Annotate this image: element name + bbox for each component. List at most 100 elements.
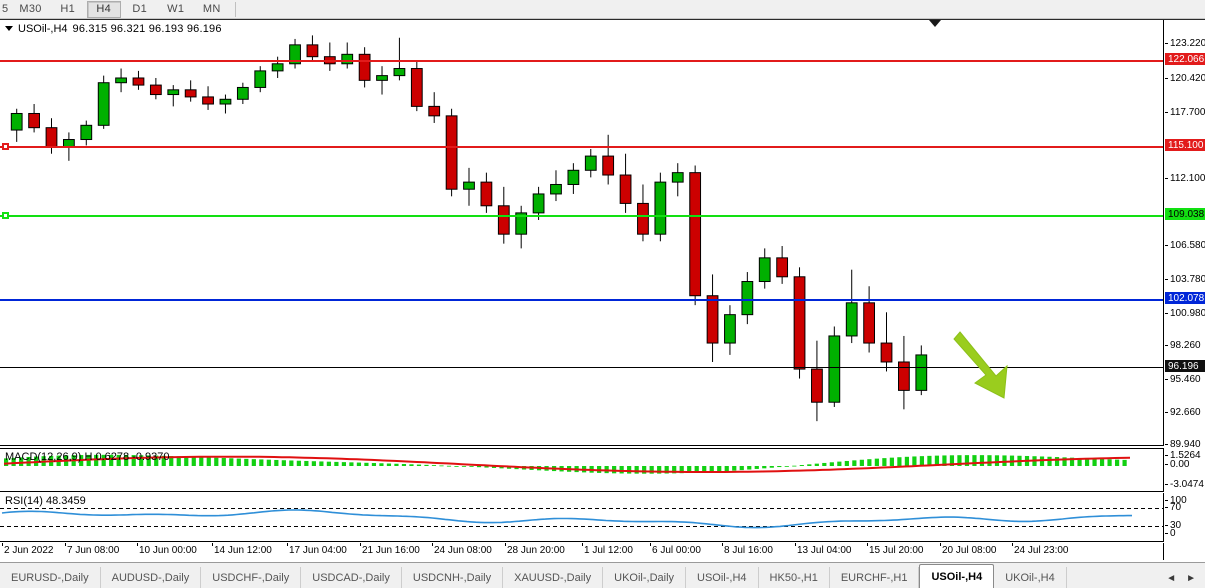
current-price-line[interactable] — [0, 367, 1163, 368]
resistance-115-badge[interactable]: 115.100 — [1165, 139, 1205, 151]
bearish-arrow[interactable] — [952, 326, 1022, 406]
time-tick-label: 17 Jun 04:00 — [289, 545, 347, 556]
chart-position-marker-icon[interactable] — [929, 20, 941, 27]
rsi-label: RSI(14) 48.3459 — [5, 495, 86, 507]
chart-tab[interactable]: USDCNH-,Daily — [402, 567, 504, 588]
time-tick-label: 24 Jul 23:00 — [1014, 545, 1069, 556]
timeframe-button-m30[interactable]: M30 — [19, 3, 42, 15]
low-line-89[interactable] — [0, 445, 1163, 446]
support-109-badge[interactable]: 109.038 — [1165, 208, 1205, 220]
resistance-122-badge[interactable]: 122.066 — [1165, 53, 1205, 65]
time-tick-mark — [795, 543, 796, 546]
chart-header: USOil-,H4 96.315 96.321 96.193 96.196 — [0, 21, 222, 36]
price-tick: 103.780 — [1165, 273, 1205, 285]
tab-prev-button[interactable]: ◄ — [1166, 573, 1177, 584]
rsi-tick: 30 — [1165, 519, 1205, 531]
resistance-line-115[interactable] — [0, 146, 1163, 148]
time-tick-mark — [2, 543, 3, 546]
chart-tab[interactable]: UKOil-,H4 — [994, 567, 1067, 588]
rsi-tick-label: 70 — [1170, 501, 1182, 513]
timeframe-button-group: 5 M30 H1 H4 D1 W1 MN — [0, 0, 231, 18]
time-tick-mark — [940, 543, 941, 546]
candlestick-plot — [10, 35, 928, 422]
timeframe-button-h4[interactable]: H4 — [86, 0, 121, 18]
tick-dash-icon — [1165, 506, 1168, 508]
chart-tab[interactable]: XAUUSD-,Daily — [503, 567, 604, 588]
chart-tab-list: EURUSD-,Daily AUDUSD-,Daily USDCHF-,Daily U… — [0, 562, 1067, 588]
timeframe-button-5[interactable]: 5 — [2, 3, 9, 15]
rsi-tick: 70 — [1165, 501, 1205, 513]
chart-tab[interactable]: USDCHF-,Daily — [201, 567, 302, 588]
rsi-indicator-pane[interactable]: RSI(14) 48.3459 — [0, 493, 1164, 542]
chart-tab-bar: EURUSD-,Daily AUDUSD-,Daily USDCHF-,Daily U… — [0, 562, 1205, 588]
tick-dash-icon — [1165, 499, 1168, 501]
tick-dash-icon — [1165, 344, 1168, 346]
macd-indicator-pane[interactable]: MACD(12,26,9) H 0.6278 -0.9370 — [0, 448, 1164, 492]
price-tick-label: 89.940 — [1170, 438, 1201, 450]
tick-dash-icon — [1165, 524, 1168, 526]
chart-tab[interactable]: EURCHF-,H1 — [830, 567, 920, 588]
macd-tick-label: 1.5264 — [1170, 449, 1201, 461]
price-tick: 95.460 — [1165, 373, 1205, 385]
rsi-tick: 100 — [1165, 494, 1205, 506]
time-tick-label: 10 Jun 00:00 — [139, 545, 197, 556]
chart-tab[interactable]: USOil-,H4 — [686, 567, 759, 588]
time-tick-mark — [65, 543, 66, 546]
time-tick-label: 13 Jul 04:00 — [797, 545, 852, 556]
time-tick-label: 21 Jun 16:00 — [362, 545, 420, 556]
tick-dash-icon — [1165, 411, 1168, 413]
time-tick-label: 28 Jun 20:00 — [507, 545, 565, 556]
resistance-line-115-handle[interactable] — [2, 143, 9, 150]
timeframe-button-w1[interactable]: W1 — [167, 3, 185, 15]
chart-tab-active[interactable]: USOil-,H4 — [919, 564, 995, 588]
price-chart-pane[interactable] — [0, 20, 1164, 446]
time-tick-mark — [1012, 543, 1013, 546]
rsi-tick-label: 100 — [1170, 494, 1187, 506]
tick-dash-icon — [1165, 443, 1168, 445]
price-tick: 120.420 — [1165, 72, 1205, 84]
time-tick-label: 15 Jul 20:00 — [869, 545, 924, 556]
price-tick-label: 103.780 — [1170, 273, 1205, 285]
chart-tab[interactable]: UKOil-,Daily — [603, 567, 687, 588]
price-tick: 100.980 — [1165, 307, 1205, 319]
timeframe-button-h1[interactable]: H1 — [60, 3, 76, 15]
time-tick-label: 7 Jun 08:00 — [67, 545, 120, 556]
tick-dash-icon — [1165, 483, 1168, 485]
support-line-109[interactable] — [0, 215, 1163, 217]
tick-dash-icon — [1165, 532, 1168, 534]
time-tick-mark — [582, 543, 583, 546]
chevron-down-icon[interactable] — [5, 26, 13, 31]
time-scale-axis[interactable]: 2 Jun 2022 7 Jun 08:00 10 Jun 00:00 14 Jun … — [0, 543, 1164, 560]
rsi-plot — [0, 508, 1163, 529]
chart-ohlc-values: 96.315 96.321 96.193 96.196 — [72, 22, 222, 35]
timeframe-button-mn[interactable]: MN — [202, 3, 221, 15]
chart-tab[interactable]: EURUSD-,Daily — [0, 567, 101, 588]
chart-tab[interactable]: HK50-,H1 — [759, 567, 830, 588]
price-tick: 98.260 — [1165, 339, 1205, 351]
resistance-line-122[interactable] — [0, 60, 1163, 62]
price-tick: 117.700 — [1165, 106, 1205, 118]
time-tick-mark — [722, 543, 723, 546]
level-line-102[interactable] — [0, 299, 1163, 301]
tick-dash-icon — [1165, 244, 1168, 246]
price-tick-label: 106.580 — [1170, 239, 1205, 251]
chart-top-divider — [0, 19, 1205, 20]
macd-tick-label: 0.00 — [1170, 458, 1190, 470]
time-tick-label: 6 Jul 00:00 — [652, 545, 701, 556]
time-tick-mark — [867, 543, 868, 546]
macd-tick: 1.5264 — [1165, 449, 1205, 461]
timeframe-button-d1[interactable]: D1 — [132, 3, 148, 15]
chart-tab[interactable]: USDCAD-,Daily — [301, 567, 402, 588]
macd-tick: 0.00 — [1165, 458, 1205, 470]
current-price-badge[interactable]: 96.196 — [1165, 360, 1205, 372]
price-scale-axis[interactable]: 123.220 120.420 117.700 112.100 106.580 103.7… — [1165, 20, 1205, 542]
tick-dash-icon — [1165, 42, 1168, 44]
tab-next-button[interactable]: ► — [1186, 573, 1196, 584]
toolbar-separator — [234, 1, 236, 17]
chart-tab[interactable]: AUDUSD-,Daily — [101, 567, 202, 588]
price-tick-label: 92.660 — [1170, 406, 1201, 418]
time-tick-label: 1 Jul 12:00 — [584, 545, 633, 556]
support-line-109-handle[interactable] — [2, 212, 9, 219]
level-102-badge[interactable]: 102.078 — [1165, 292, 1205, 304]
time-tick-label: 20 Jul 08:00 — [942, 545, 997, 556]
